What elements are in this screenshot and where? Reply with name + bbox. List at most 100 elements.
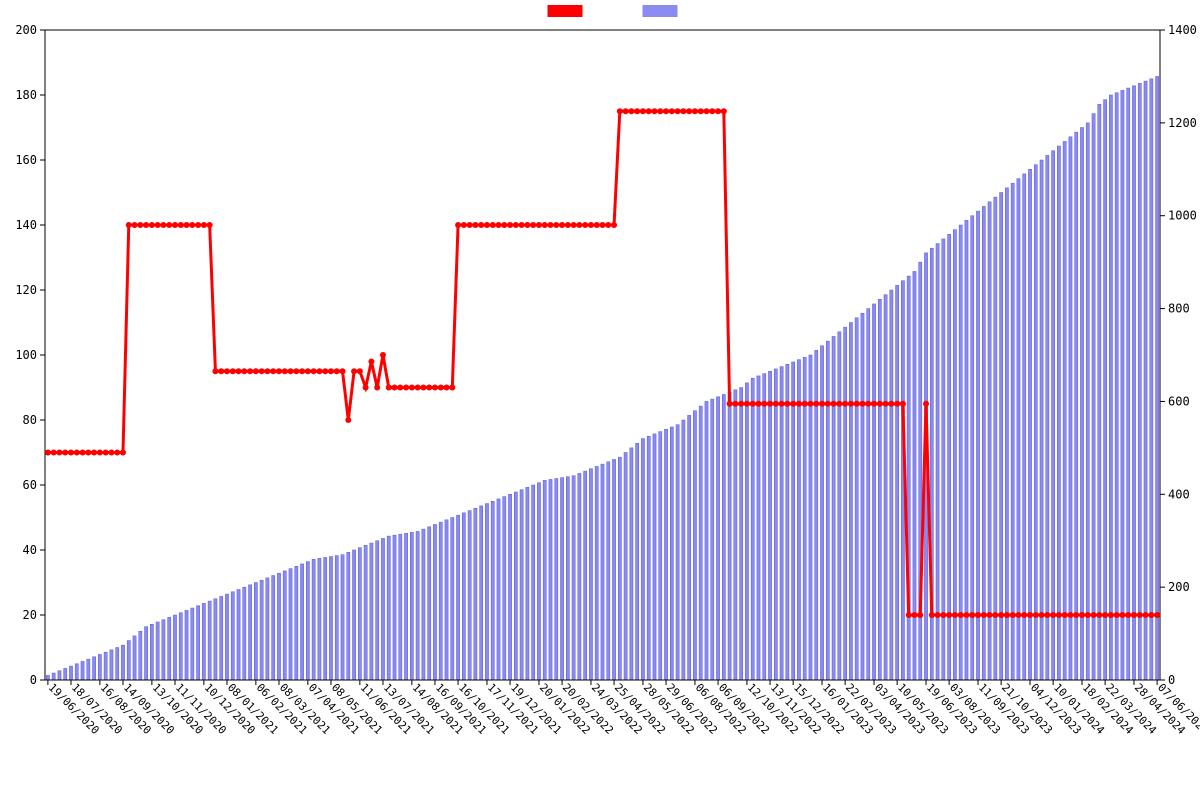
line-marker [1062, 612, 1068, 618]
line-marker [582, 222, 588, 228]
bar [659, 432, 662, 680]
line-marker [334, 368, 340, 374]
dual-axis-chart: 0204060801001201401601802000200400600800… [0, 0, 1200, 800]
bar [618, 457, 621, 680]
bar [1046, 155, 1049, 680]
line-marker [120, 450, 126, 456]
bar [341, 555, 344, 680]
line-marker [1073, 612, 1079, 618]
bar [1017, 179, 1020, 680]
line-marker [640, 108, 646, 114]
line-marker [392, 385, 398, 391]
bar [145, 627, 148, 680]
bar [867, 309, 870, 680]
bar [728, 392, 731, 680]
line-marker [143, 222, 149, 228]
bar [716, 397, 719, 680]
line-marker [386, 385, 392, 391]
bar [763, 374, 766, 680]
line-marker [270, 368, 276, 374]
bar [116, 648, 119, 681]
bar [58, 671, 61, 680]
line-marker [178, 222, 184, 228]
bar [277, 573, 280, 680]
line-marker [56, 450, 62, 456]
bar [572, 476, 575, 680]
bar [566, 477, 569, 680]
bar [722, 394, 725, 680]
bar [191, 608, 194, 680]
line-marker [721, 108, 727, 114]
line-marker [657, 108, 663, 114]
y-right-tick-label: 400 [1168, 487, 1190, 501]
line-marker [779, 401, 785, 407]
line-marker [871, 401, 877, 407]
bar [358, 548, 361, 680]
bar [711, 399, 714, 680]
line-marker [565, 222, 571, 228]
line-marker [501, 222, 507, 228]
bar [312, 559, 315, 680]
bar [456, 515, 459, 680]
line-marker [709, 108, 715, 114]
line-marker [929, 612, 935, 618]
line-marker [698, 108, 704, 114]
line-marker [917, 612, 923, 618]
line-marker [865, 401, 871, 407]
bar [295, 566, 298, 680]
bar [254, 583, 257, 681]
chart-svg: 0204060801001201401601802000200400600800… [0, 0, 1200, 800]
y-left-tick-label: 180 [15, 88, 37, 102]
line-marker [1021, 612, 1027, 618]
line-marker [744, 401, 750, 407]
line-marker [600, 222, 606, 228]
line-marker [611, 222, 617, 228]
bar [676, 425, 679, 680]
bar [52, 673, 55, 680]
line-marker [750, 401, 756, 407]
bar [283, 571, 286, 680]
line-marker [189, 222, 195, 228]
bar [93, 657, 96, 680]
line-marker [484, 222, 490, 228]
line-marker [819, 401, 825, 407]
line-marker [802, 401, 808, 407]
line-marker [831, 401, 837, 407]
bar [370, 543, 373, 680]
bar [537, 483, 540, 680]
bar [584, 471, 587, 680]
bar [693, 411, 696, 680]
line-marker [1102, 612, 1108, 618]
line-marker [738, 401, 744, 407]
line-marker [374, 385, 380, 391]
bar [1040, 160, 1043, 680]
line-marker [132, 222, 138, 228]
bar [1156, 76, 1159, 680]
line-marker [969, 612, 975, 618]
bar [792, 362, 795, 680]
bar [1127, 88, 1130, 680]
line-marker [669, 108, 675, 114]
bar [81, 661, 84, 680]
line-marker [478, 222, 484, 228]
line-marker [305, 368, 311, 374]
bar [1034, 165, 1037, 680]
line-marker [74, 450, 80, 456]
line-marker [282, 368, 288, 374]
bar [439, 522, 442, 680]
bar [272, 576, 275, 680]
bar [1028, 169, 1031, 680]
line-marker [351, 368, 357, 374]
bar [647, 436, 650, 680]
line-marker [761, 401, 767, 407]
line-marker [368, 359, 374, 365]
bar [705, 401, 708, 680]
y-right-tick-label: 800 [1168, 302, 1190, 316]
line-marker [212, 368, 218, 374]
line-marker [1125, 612, 1131, 618]
legend [548, 5, 678, 17]
line-marker [935, 612, 941, 618]
line-marker [426, 385, 432, 391]
line-marker [432, 385, 438, 391]
y-right-tick-label: 600 [1168, 394, 1190, 408]
